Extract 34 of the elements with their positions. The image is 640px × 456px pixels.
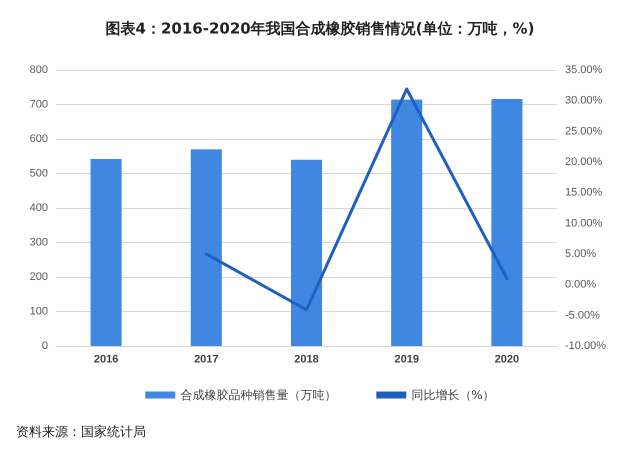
y2-tick-label: 20.00% <box>565 156 603 168</box>
y-tick-label: 500 <box>30 168 48 180</box>
y2-tick-label: 15.00% <box>565 186 603 199</box>
bar <box>491 98 522 346</box>
bar <box>391 100 422 346</box>
y2-tick-label: -5.00% <box>565 309 600 322</box>
line-series <box>204 88 508 312</box>
x-tick-label: 2016 <box>94 354 118 366</box>
x-tick-label: 2020 <box>494 354 520 366</box>
y2-tick-label: 5.00% <box>565 248 596 260</box>
y2-tick-label: 35.00% <box>565 64 603 76</box>
y-tick-label: 200 <box>30 271 48 283</box>
x-tick-label: 2019 <box>394 354 419 366</box>
y-tick-label: 600 <box>30 133 48 145</box>
y-tick-label: 0 <box>42 340 48 352</box>
y2-tick-label: -10.00% <box>565 340 606 352</box>
x-tick-label: 2017 <box>194 354 219 366</box>
y-tick-label: 800 <box>30 64 48 76</box>
bar <box>290 160 322 346</box>
y2-tick-label: 0.00% <box>565 278 596 291</box>
y2-tick-label: 30.00% <box>565 94 603 107</box>
x-tick-label: 2018 <box>294 354 319 366</box>
chart-title: 图表4：2016-2020年我国合成橡胶销售情况(单位：万吨，%) <box>106 20 534 38</box>
bar <box>190 149 222 346</box>
y-tick-label: 100 <box>30 306 48 318</box>
y2-tick-label: 10.00% <box>565 217 603 230</box>
text: 资料来源：国家统计局 <box>16 424 146 440</box>
y-tick-label: 700 <box>30 98 48 110</box>
legend-label: 同比增长（%） <box>411 388 495 402</box>
y2-tick-label: 25.00% <box>565 125 603 138</box>
legend-label: 合成橡胶品种销售量（万吨） <box>180 388 336 402</box>
bar <box>90 159 122 346</box>
y-tick-label: 400 <box>30 202 48 214</box>
y-tick-label: 300 <box>30 236 48 248</box>
